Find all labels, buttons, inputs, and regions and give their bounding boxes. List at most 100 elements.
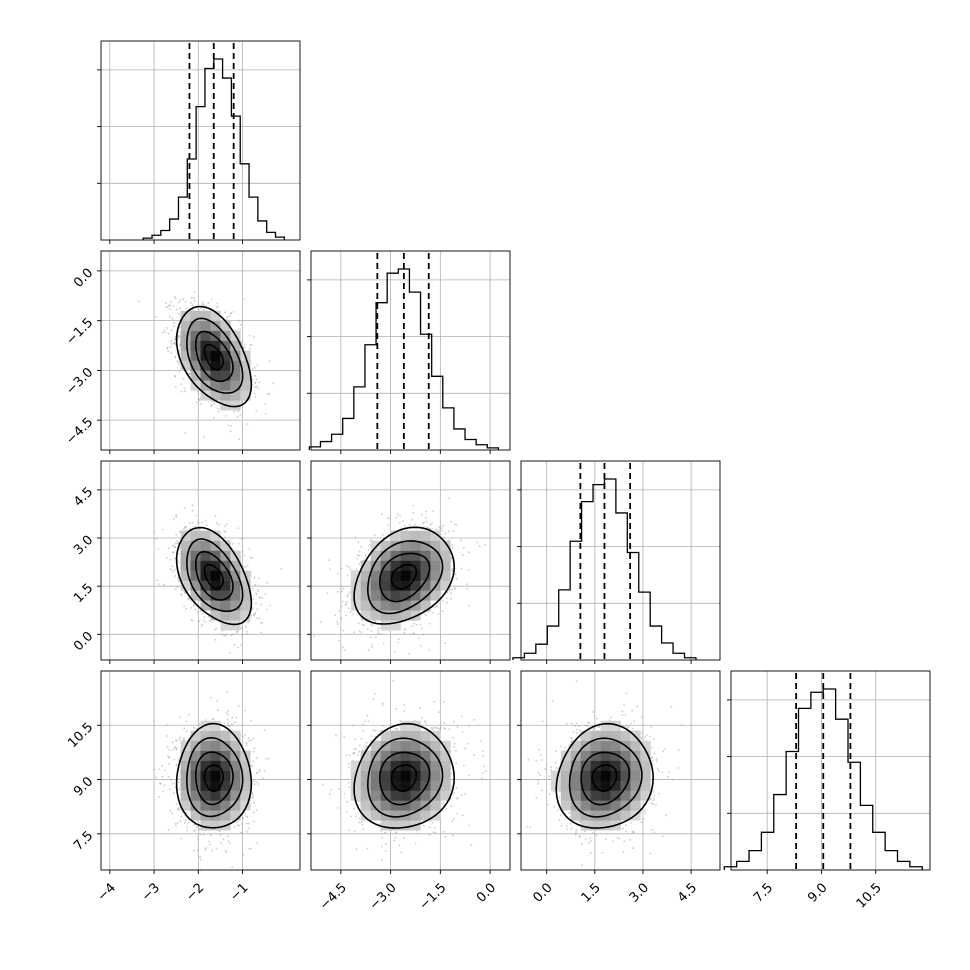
scatter-point	[357, 622, 360, 625]
scatter-point	[254, 374, 257, 377]
scatter-point	[358, 555, 361, 557]
scatter-point	[380, 633, 382, 636]
density-cell	[380, 550, 391, 561]
scatter-point	[202, 619, 205, 622]
scatter-point	[183, 387, 186, 390]
scatter-point	[185, 307, 188, 310]
scatter-point	[341, 646, 344, 649]
scatter-point	[180, 390, 183, 393]
scatter-point	[170, 339, 173, 342]
scatter-point	[260, 603, 263, 606]
scatter-point	[422, 633, 425, 636]
density-panel-2-1	[307, 460, 511, 664]
scatter-point	[176, 821, 179, 824]
scatter-point	[411, 518, 414, 521]
scatter-point	[238, 319, 241, 322]
scatter-point	[180, 593, 183, 596]
scatter-point	[249, 556, 252, 559]
scatter-point	[395, 516, 398, 519]
scatter-point	[380, 513, 383, 515]
y-tick-label: −4.5	[63, 415, 96, 448]
scatter-point	[191, 509, 194, 512]
scatter-point	[256, 608, 259, 610]
scatter-point	[172, 305, 175, 308]
scatter-point	[184, 300, 187, 303]
scatter-point	[272, 382, 275, 385]
scatter-point	[195, 514, 198, 517]
scatter-point	[258, 596, 261, 598]
scatter-point	[388, 517, 391, 520]
scatter-point	[163, 329, 166, 332]
scatter-point	[230, 634, 233, 637]
scatter-point	[169, 340, 172, 343]
scatter-point	[251, 556, 254, 559]
scatter-point	[167, 350, 170, 353]
scatter-point	[343, 649, 346, 652]
scatter-point	[174, 297, 177, 300]
scatter-point	[177, 580, 180, 582]
scatter-point	[429, 523, 432, 526]
scatter-point	[174, 575, 177, 577]
scatter-point	[168, 315, 171, 318]
scatter-point	[258, 577, 260, 579]
scatter-point	[387, 524, 390, 527]
scatter-point	[432, 611, 434, 614]
scatter-point	[165, 302, 167, 304]
scatter-point	[191, 504, 194, 507]
scatter-point	[225, 711, 228, 714]
scatter-point	[174, 375, 176, 378]
scatter-point	[198, 620, 201, 623]
scatter-point	[190, 301, 192, 304]
scatter-point	[239, 414, 242, 416]
scatter-point	[377, 627, 380, 629]
scatter-point	[319, 621, 322, 624]
scatter-point	[225, 415, 227, 417]
scatter-point	[218, 830, 221, 833]
scatter-point	[158, 795, 161, 798]
scatter-point	[196, 611, 199, 613]
scatter-point	[189, 372, 191, 375]
density-cell	[200, 540, 211, 551]
density-cell	[200, 320, 211, 331]
scatter-point	[437, 612, 440, 615]
histogram-panel-1	[307, 250, 511, 454]
scatter-point	[228, 315, 231, 318]
scatter-point	[175, 515, 178, 518]
density-cell	[180, 560, 191, 571]
scatter-point	[434, 606, 436, 609]
scatter-point	[261, 596, 264, 599]
scatter-point	[253, 336, 255, 339]
scatter-point	[346, 574, 349, 577]
scatter-point	[358, 550, 361, 553]
scatter-point	[183, 507, 186, 510]
scatter-point	[193, 299, 196, 302]
scatter-point	[216, 709, 219, 712]
scatter-point	[326, 592, 329, 594]
scatter-point	[425, 510, 427, 513]
scatter-point	[255, 385, 258, 388]
scatter-point	[227, 722, 230, 725]
scatter-point	[424, 516, 427, 519]
scatter-point	[370, 630, 373, 632]
scatter-point	[227, 710, 230, 712]
y-tick-label: −1.5	[63, 315, 96, 348]
scatter-point	[178, 312, 181, 315]
scatter-point	[205, 847, 207, 849]
scatter-point	[450, 597, 452, 600]
scatter-point	[255, 592, 257, 595]
scatter-point	[167, 306, 169, 308]
scatter-point	[399, 514, 401, 517]
scatter-point	[382, 642, 385, 645]
scatter-point	[338, 639, 340, 642]
scatter-point	[180, 837, 183, 840]
scatter-point	[251, 368, 254, 370]
scatter-point	[225, 523, 228, 525]
scatter-point	[191, 521, 194, 524]
scatter-point	[398, 521, 401, 524]
scatter-point	[226, 316, 229, 318]
scatter-point	[401, 520, 404, 523]
scatter-point	[158, 768, 161, 770]
scatter-point	[257, 590, 260, 593]
scatter-point	[170, 352, 173, 354]
scatter-point	[336, 573, 339, 575]
